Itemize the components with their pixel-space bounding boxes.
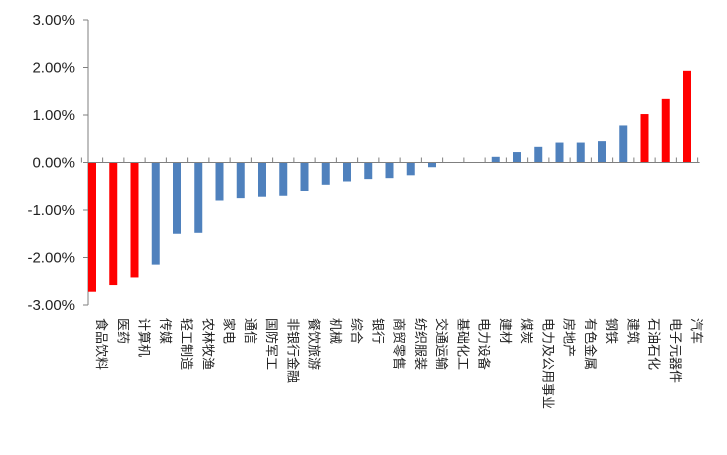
bar — [321, 162, 330, 185]
x-tick-label: 煤炭 — [518, 318, 533, 344]
bar — [598, 141, 606, 163]
bar — [683, 70, 691, 163]
x-tick-label: 石油石化 — [646, 318, 661, 370]
x-tick-labels: 食品饮料 医药 计算机 传媒 轻工制造 农林牧渔 家电 通信 国防军工 非银行金融 餐饮旅游 机械 综合… — [93, 318, 704, 409]
bar — [215, 162, 224, 201]
y-tick-label: 1.00% — [32, 107, 75, 124]
bar — [151, 162, 160, 265]
bar — [661, 98, 670, 163]
y-tick-label: -2.00% — [27, 250, 75, 267]
y-axis: 3.00% 2.00% 1.00% 0.00% -1.00% -2.00% -3.00% — [27, 12, 89, 314]
bar — [428, 162, 436, 168]
bar — [364, 162, 373, 180]
bar — [619, 125, 628, 163]
x-tick-label: 食品饮料 — [93, 318, 109, 370]
x-tick-label: 建筑 — [624, 318, 640, 344]
bar — [130, 162, 139, 278]
bar — [576, 142, 585, 163]
bar — [300, 162, 309, 191]
y-tick-label: -1.00% — [27, 202, 75, 219]
x-tick-label: 银行 — [369, 318, 384, 344]
x-tick-label: 国防军工 — [263, 318, 279, 370]
bars — [88, 70, 691, 292]
x-tick-label: 基础化工 — [454, 318, 469, 370]
bar — [236, 162, 245, 199]
x-tick-label: 农林牧渔 — [199, 318, 214, 370]
bar — [491, 156, 500, 163]
x-tick-label: 家电 — [221, 318, 237, 344]
x-tick-label: 机械 — [327, 318, 342, 344]
x-tick-label: 电力及公用事业 — [539, 318, 554, 409]
x-tick-label: 房地产 — [561, 318, 577, 357]
x-tick-label: 建材 — [497, 318, 512, 344]
x-tick-label: 轻工制造 — [178, 318, 193, 370]
x-tick-label: 计算机 — [136, 318, 151, 357]
bar — [555, 142, 564, 163]
bar — [640, 114, 649, 163]
bar — [109, 162, 118, 286]
bar — [406, 162, 415, 176]
x-tick-label: 通信 — [242, 318, 257, 344]
x-tick-label: 非银行金融 — [284, 318, 300, 383]
x-tick-label: 医药 — [114, 318, 129, 344]
x-tick-label: 汽车 — [688, 318, 704, 344]
bar — [258, 162, 266, 197]
bar — [279, 162, 288, 196]
x-tick-label: 交通运输 — [433, 318, 449, 370]
x-tick-label: 电子元器件 — [667, 318, 682, 383]
bar — [385, 162, 394, 179]
x-tick-label: 传媒 — [157, 318, 172, 344]
y-tick-label: -3.00% — [27, 297, 75, 314]
y-tick-label: 3.00% — [32, 12, 75, 29]
x-tick-label: 餐饮旅游 — [306, 318, 322, 370]
bar — [194, 162, 203, 233]
x-axis — [80, 157, 700, 163]
y-tick-label: 2.00% — [32, 60, 75, 77]
bar — [88, 162, 96, 292]
bar — [534, 146, 543, 163]
x-tick-label: 钢铁 — [603, 318, 618, 344]
x-tick-label: 有色金属 — [582, 318, 598, 370]
x-tick-label: 纺织服装 — [412, 318, 427, 370]
bar — [513, 152, 521, 163]
bar — [343, 162, 351, 182]
x-tick-label: 电力设备 — [476, 318, 492, 370]
x-tick-label: 商贸零售 — [391, 318, 407, 370]
y-tick-label: 0.00% — [32, 155, 75, 172]
x-tick-label: 综合 — [348, 318, 363, 344]
bar — [173, 162, 181, 234]
